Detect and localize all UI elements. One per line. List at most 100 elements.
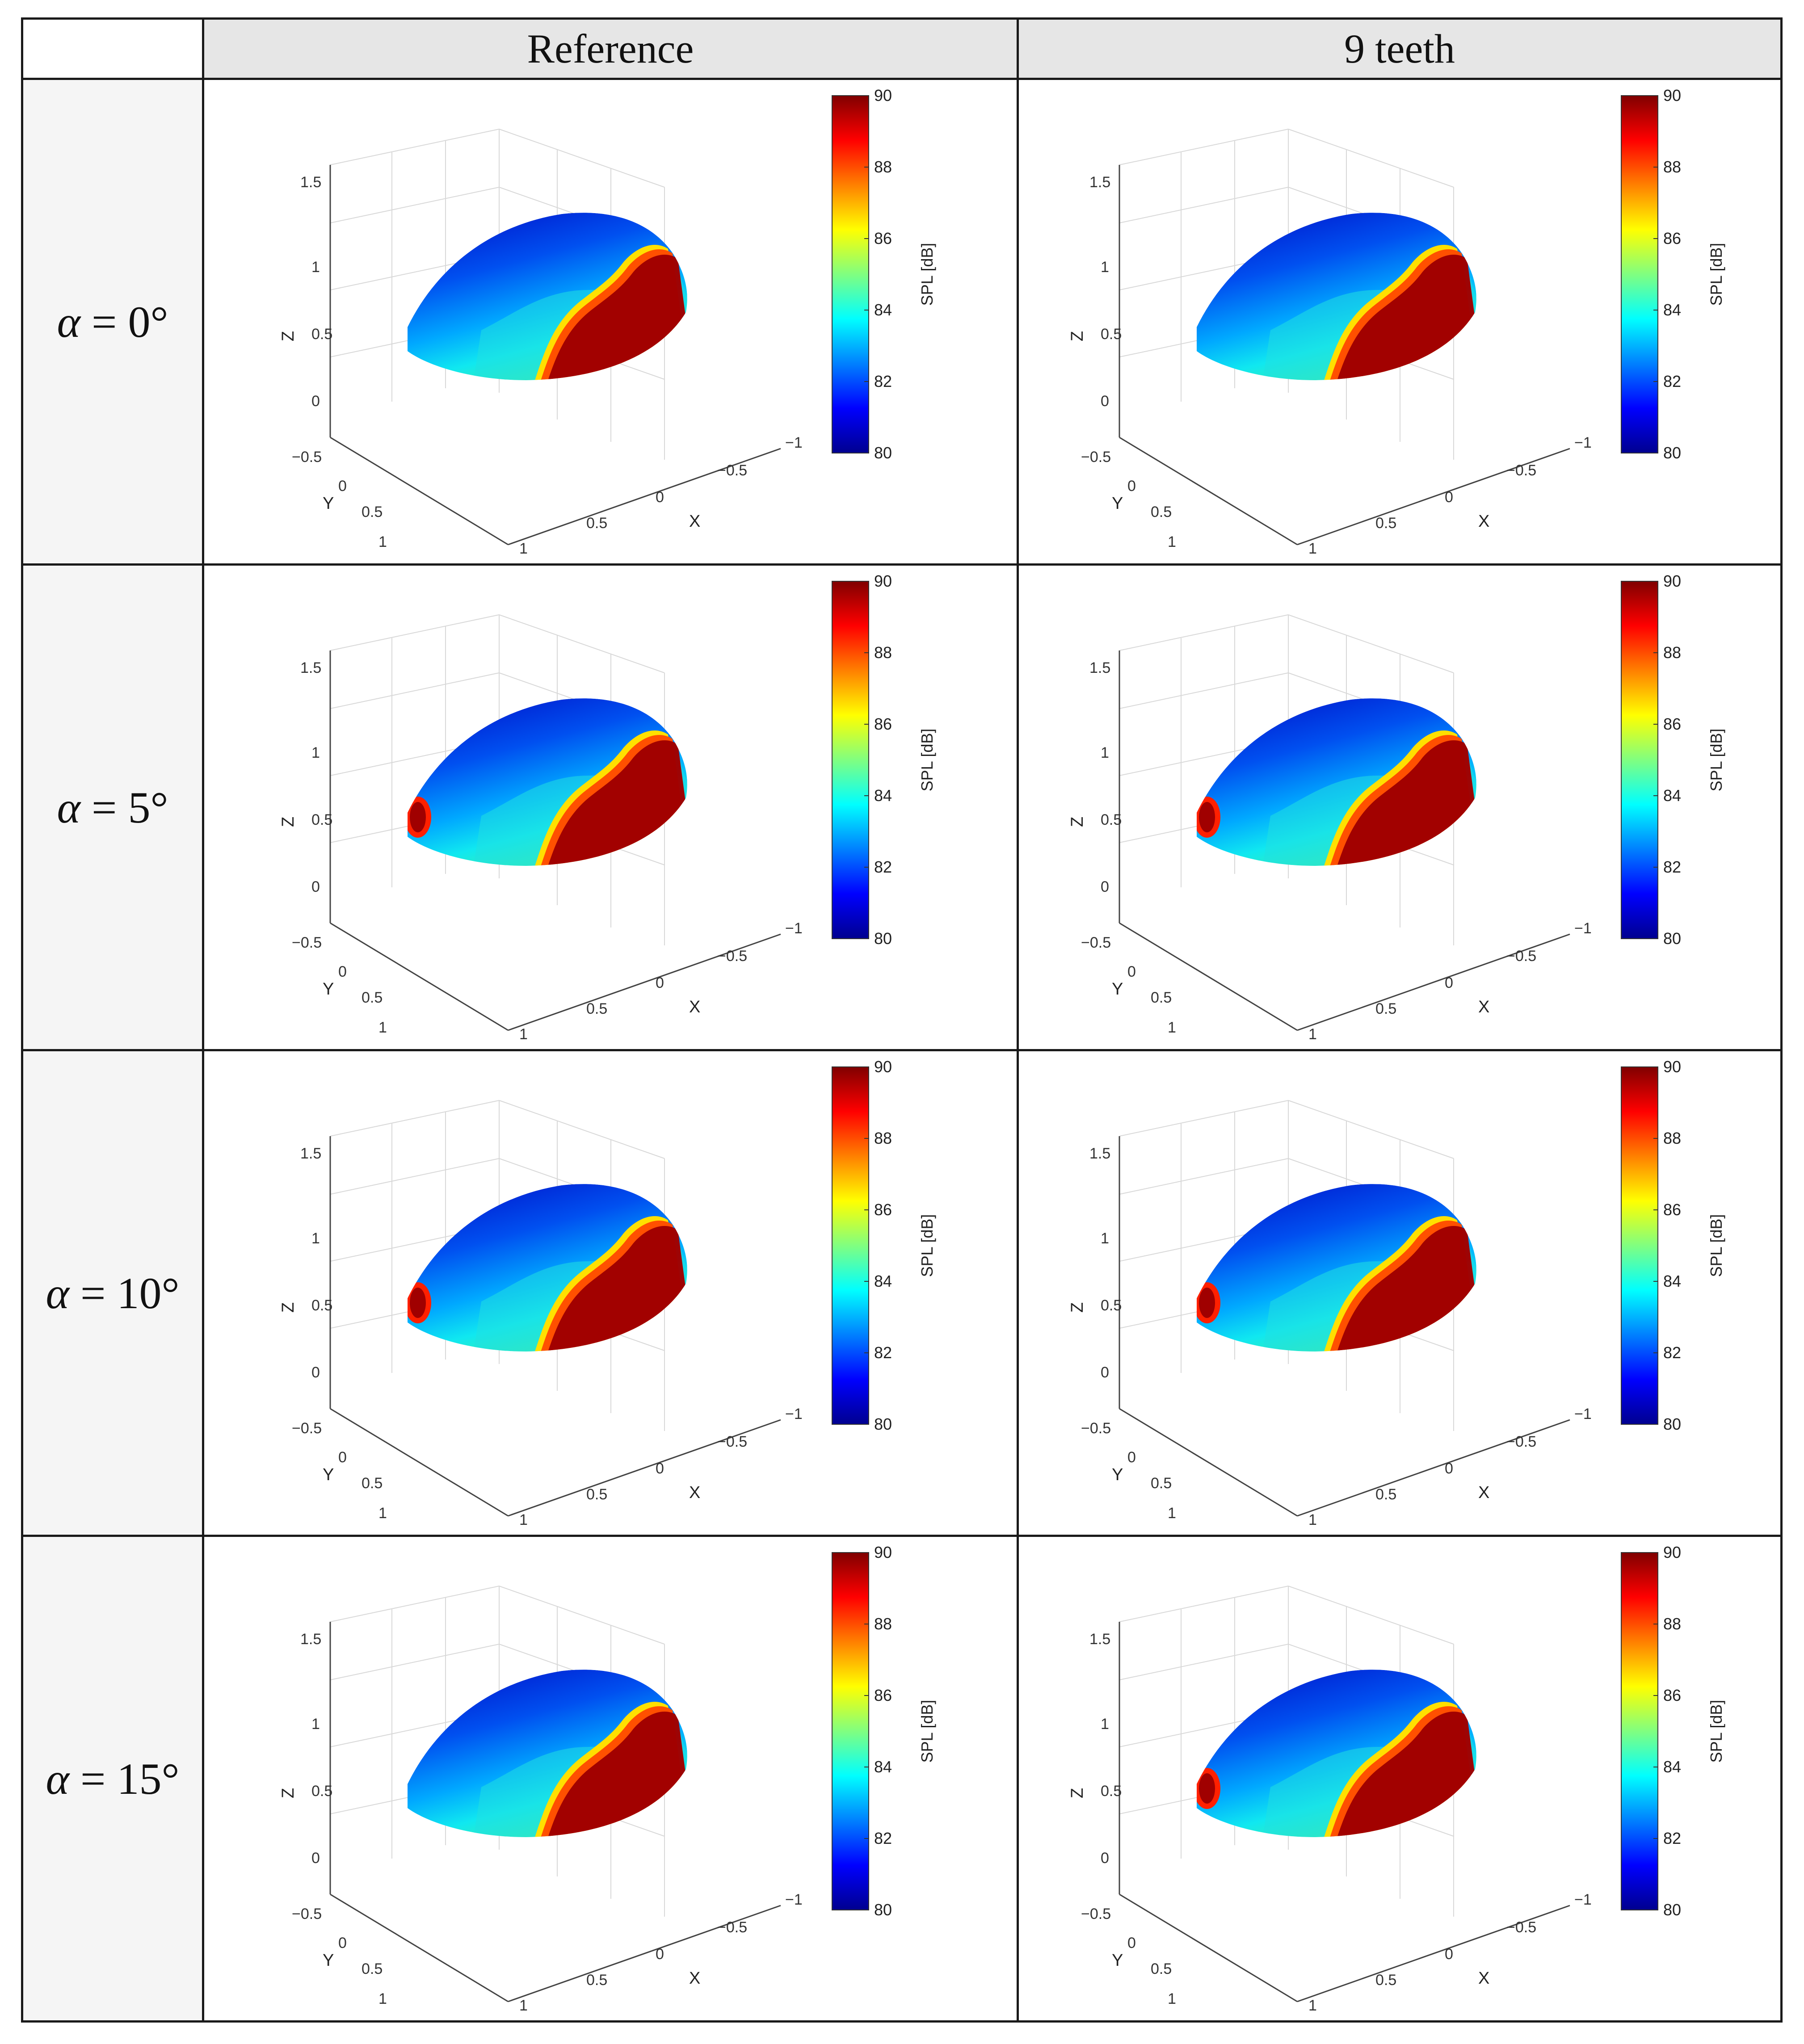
x-tick-label: −0.5 [717, 1919, 747, 1936]
colorbar-label: SPL [dB] [918, 1700, 936, 1763]
x-axis-label: X [689, 1969, 700, 1988]
colorbar-label: SPL [dB] [918, 243, 936, 306]
x-tick-label: −0.5 [1506, 1919, 1536, 1936]
table-row: α = 10° 0 0.5 1 1.5 −0.5 0 0.5 1 −1 −0.5 0 0.5 1 X Y Z 8… [21, 1049, 1783, 1537]
colorbar [1621, 1066, 1658, 1425]
x-tick-label: 0.5 [586, 1000, 607, 1017]
colorbar [1621, 95, 1658, 453]
y-tick-label: −0.5 [1081, 934, 1111, 951]
y-tick-label: 0 [1127, 963, 1136, 980]
x-tick-label: −1 [1574, 434, 1592, 451]
z-axis-label: Z [1068, 1788, 1087, 1798]
alpha-symbol: α [46, 1754, 70, 1804]
x-tick-label: −1 [785, 1406, 803, 1423]
colorbar-tick-label: 90 [874, 86, 892, 105]
x-tick-label: 1 [1308, 1997, 1317, 2014]
colorbar-tick-label: 88 [874, 1129, 892, 1147]
plot-cell-9-teeth: 0 0.5 1 1.5 −0.5 0 0.5 1 −1 −0.5 0 0.5 1 X Y Z 80 82 84 86 8… [1017, 1049, 1783, 1537]
table-row: α = 5° 0 0.5 1 1.5 −0.5 0 0.5 1 −1 −0.5 0 0.5 1 X Y Z 80… [21, 563, 1783, 1051]
plot-cell-reference: 0 0.5 1 1.5 −0.5 0 0.5 1 −1 −0.5 0 0.5 1 X Y Z 80 82 84 86 8… [202, 78, 1019, 566]
z-tick-label: 0.5 [1101, 811, 1122, 828]
colorbar-tick-label: 86 [874, 715, 892, 733]
plot-cell-reference: 0 0.5 1 1.5 −0.5 0 0.5 1 −1 −0.5 0 0.5 1 X Y Z 80 82 84 86 8… [202, 563, 1019, 1051]
z-axis-label: Z [1068, 1302, 1087, 1313]
y-axis-label: Y [323, 980, 334, 999]
y-tick-label: −0.5 [292, 1420, 322, 1437]
colorbar-tick-label: 86 [874, 229, 892, 248]
x-tick-label: −0.5 [717, 462, 747, 479]
y-tick-label: 0.5 [1151, 1475, 1172, 1492]
z-axis-label: Z [279, 1788, 298, 1798]
colorbar-tick-label: 88 [1663, 158, 1681, 176]
column-header-9-teeth: 9 teeth [1017, 17, 1783, 80]
x-tick-label: 1 [519, 1026, 528, 1043]
colorbar-tick-label: 88 [874, 1615, 892, 1633]
plot-cell-reference: 0 0.5 1 1.5 −0.5 0 0.5 1 −1 −0.5 0 0.5 1 X Y Z 80 82 84 86 8… [202, 1049, 1019, 1537]
x-tick-label: 0 [1445, 1460, 1453, 1477]
colorbar-tick-label: 82 [874, 1829, 892, 1847]
y-tick-label: 0.5 [362, 1475, 383, 1492]
alpha-value: = 5° [80, 782, 168, 832]
x-tick-label: −0.5 [717, 948, 747, 965]
z-tick-label: 0 [1101, 1364, 1109, 1381]
z-tick-label: 0.5 [311, 1783, 332, 1800]
colorbar-tick-label: 84 [874, 1758, 892, 1776]
table-row: α = 0° 0 0.5 1 1.5 −0.5 0 0.5 1 −1 −0.5 0 0.5 1 X Y Z 80… [21, 78, 1783, 566]
alpha-value: = 0° [80, 297, 168, 347]
z-tick-label: 1 [1101, 1230, 1109, 1247]
z-tick-label: 0 [311, 1850, 320, 1867]
y-tick-label: 0.5 [1151, 989, 1172, 1006]
colorbar-tick-label: 90 [1663, 86, 1681, 105]
y-tick-label: 0 [338, 963, 347, 980]
colorbar-tick-label: 90 [874, 1058, 892, 1076]
y-tick-label: 0.5 [362, 989, 383, 1006]
alpha-value: = 15° [69, 1754, 180, 1804]
x-tick-label: 0.5 [1375, 1972, 1396, 1989]
colorbar [1621, 1552, 1658, 1910]
y-tick-label: 0 [338, 478, 347, 495]
z-tick-label: 0 [1101, 878, 1109, 895]
colorbar-tick-label: 84 [1663, 1758, 1681, 1776]
y-tick-label: 0 [338, 1449, 347, 1466]
row-label: α = 10° [21, 1049, 204, 1537]
colorbar [832, 1066, 869, 1425]
z-tick-label: 1 [311, 259, 320, 276]
z-tick-label: 0.5 [311, 811, 332, 828]
row-label: α = 5° [21, 563, 204, 1051]
column-header-reference: Reference [202, 17, 1019, 80]
y-tick-label: 1 [1168, 1019, 1176, 1036]
x-tick-label: 0.5 [586, 515, 607, 532]
z-tick-label: 1.5 [300, 1145, 321, 1162]
colorbar-tick-label: 88 [1663, 1615, 1681, 1633]
x-tick-label: 0 [1445, 974, 1453, 991]
y-axis-label: Y [1112, 1465, 1123, 1484]
y-axis-label: Y [323, 1951, 334, 1970]
spl-surface-plot: 0 0.5 1 1.5 −0.5 0 0.5 1 −1 −0.5 0 0.5 1 X Y Z 80 82 84 86 8… [1068, 572, 1725, 1043]
x-tick-label: 1 [1308, 540, 1317, 557]
z-tick-label: 1 [311, 744, 320, 761]
z-axis-label: Z [279, 1302, 298, 1313]
y-tick-label: 0 [1127, 478, 1136, 495]
y-tick-label: −0.5 [1081, 449, 1111, 466]
table-row: α = 15° 0 0.5 1 1.5 −0.5 0 0.5 1 −1 −0.5 0 0.5 1 X Y Z 8… [21, 1535, 1783, 2023]
y-tick-label: 0.5 [362, 1960, 383, 1977]
z-tick-label: 0.5 [1101, 1783, 1122, 1800]
z-tick-label: 0 [1101, 393, 1109, 410]
z-tick-label: 0 [311, 1364, 320, 1381]
x-tick-label: 1 [519, 540, 528, 557]
colorbar-tick-label: 80 [1663, 1415, 1681, 1433]
colorbar-tick-label: 80 [1663, 1901, 1681, 1919]
x-tick-label: 0.5 [586, 1972, 607, 1989]
x-tick-label: 0.5 [1375, 515, 1396, 532]
x-tick-label: 0.5 [1375, 1486, 1396, 1503]
z-axis-label: Z [279, 817, 298, 827]
colorbar [832, 95, 869, 453]
plot-cell-9-teeth: 0 0.5 1 1.5 −0.5 0 0.5 1 −1 −0.5 0 0.5 1 X Y Z 80 82 84 86 8… [1017, 563, 1783, 1051]
y-tick-label: 0.5 [1151, 1960, 1172, 1977]
z-tick-label: 1.5 [300, 174, 321, 191]
y-tick-label: 1 [1168, 1990, 1176, 2007]
colorbar-tick-label: 84 [1663, 301, 1681, 319]
x-tick-label: 0 [656, 1460, 664, 1477]
colorbar-tick-label: 80 [874, 929, 892, 948]
colorbar-tick-label: 90 [1663, 1543, 1681, 1561]
